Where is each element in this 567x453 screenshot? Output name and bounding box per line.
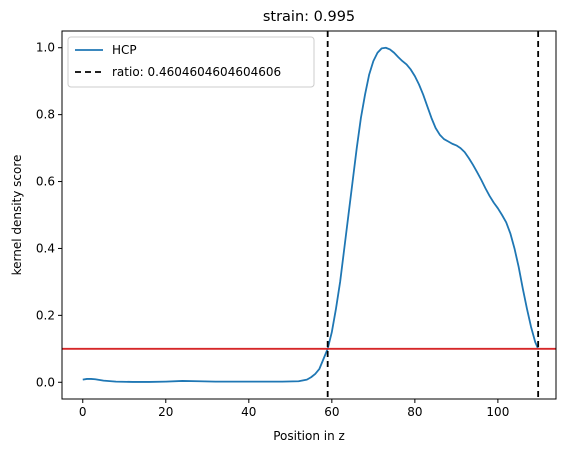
chart-title: strain: 0.995 — [263, 9, 355, 25]
legend-label-hcp: HCP — [112, 43, 137, 57]
y-tick-label: 0.0 — [36, 375, 55, 389]
x-tick-label: 40 — [241, 405, 256, 419]
x-tick-label: 80 — [407, 405, 422, 419]
x-tick-label: 0 — [79, 405, 87, 419]
series-line-hcp — [82, 46, 539, 383]
y-tick-label: 0.4 — [36, 241, 55, 255]
y-tick-label: 1.0 — [36, 41, 55, 55]
x-tick-label: 20 — [158, 405, 173, 419]
y-tick-label: 0.8 — [36, 108, 55, 122]
y-tick-label: 0.2 — [36, 308, 55, 322]
axes-frame — [61, 30, 557, 400]
x-tick-label: 60 — [324, 405, 339, 419]
legend-label-ratio: ratio: 0.4604604604604606 — [112, 65, 281, 79]
x-tick-label: 100 — [486, 405, 509, 419]
y-axis-label: kernel density score — [10, 155, 24, 276]
axis-ticks: 0 20 40 60 80 100 0.0 0.2 0.4 0.6 0.8 1.0 — [36, 41, 509, 419]
y-tick-label: 0.6 — [36, 175, 55, 189]
legend-box — [67, 36, 315, 88]
x-axis-label: Position in z — [273, 429, 345, 443]
legend: HCP ratio: 0.4604604604604606 — [67, 36, 315, 88]
plot-area — [62, 31, 556, 399]
